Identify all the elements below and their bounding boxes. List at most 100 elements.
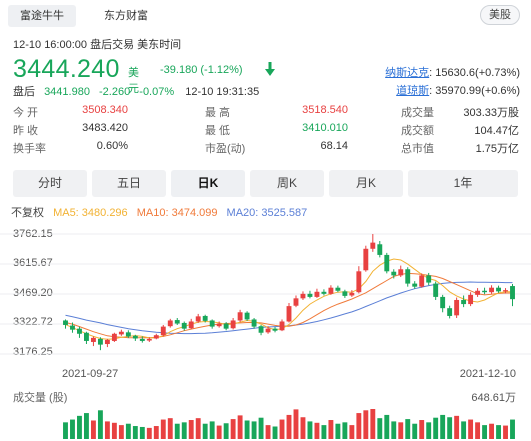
candle-body <box>146 338 152 341</box>
candle[interactable] <box>293 295 299 308</box>
candle[interactable] <box>118 329 124 336</box>
candle[interactable] <box>139 336 145 343</box>
candle[interactable] <box>202 314 208 323</box>
tab-weekly-k[interactable]: 周K <box>250 170 324 197</box>
tab-one-year[interactable]: 1年 <box>408 170 518 197</box>
period-tabs: 分时 五日 日K 周K 月K 1年 <box>13 170 518 197</box>
candle-body <box>433 283 439 297</box>
candle[interactable] <box>307 290 313 299</box>
last-price: 3444.240 <box>13 55 120 83</box>
tab-monthly-k[interactable]: 月K <box>329 170 403 197</box>
candle[interactable] <box>167 318 173 328</box>
candle[interactable] <box>363 245 369 272</box>
candle[interactable] <box>405 267 411 287</box>
candle[interactable] <box>104 338 110 348</box>
candle[interactable] <box>391 269 397 279</box>
candle[interactable] <box>70 322 75 333</box>
tab-intraday[interactable]: 分时 <box>13 170 87 197</box>
volume-bar <box>391 421 397 439</box>
candle[interactable] <box>265 326 271 334</box>
candle[interactable] <box>77 326 82 338</box>
volume-bar <box>475 422 481 439</box>
candle[interactable] <box>447 305 453 319</box>
candle[interactable] <box>223 322 229 331</box>
candle[interactable] <box>342 289 348 298</box>
candle[interactable] <box>496 285 501 293</box>
volume-bar <box>405 419 411 439</box>
candle[interactable] <box>328 285 334 295</box>
candlestick-chart[interactable] <box>0 222 531 366</box>
candle[interactable] <box>244 311 250 321</box>
candle[interactable] <box>132 334 138 341</box>
candle[interactable] <box>84 331 89 345</box>
stat-value: 1.75万亿 <box>475 143 519 155</box>
candle[interactable] <box>146 337 152 342</box>
tab-five-day[interactable]: 五日 <box>92 170 166 197</box>
candle[interactable] <box>286 303 292 323</box>
candle[interactable] <box>321 289 327 296</box>
candle[interactable] <box>356 266 362 294</box>
volume-bar <box>111 422 117 439</box>
market-us-button[interactable]: 美股 <box>480 5 520 25</box>
index-name[interactable]: 纳斯达克 <box>385 67 430 79</box>
candle[interactable] <box>174 318 180 325</box>
volume-bar <box>230 419 236 439</box>
candle[interactable] <box>468 292 474 307</box>
candle[interactable] <box>125 330 131 338</box>
volume-bar <box>433 417 439 439</box>
index-name[interactable]: 道琼斯 <box>396 85 430 97</box>
candle[interactable] <box>97 337 103 351</box>
tab-eastmoney[interactable]: 东方财富 <box>104 10 148 22</box>
volume-bar <box>384 414 390 439</box>
candle[interactable] <box>230 318 236 330</box>
candle[interactable] <box>335 285 341 293</box>
candle[interactable] <box>314 288 320 298</box>
index-dow[interactable]: 道琼斯: 35970.99(+0.6%) <box>396 82 520 98</box>
stat-value: 0.60% <box>96 140 128 152</box>
candle[interactable] <box>475 288 481 297</box>
candle[interactable] <box>279 319 285 332</box>
candle[interactable] <box>90 336 96 347</box>
candle[interactable] <box>160 324 166 337</box>
volume-bar <box>447 417 453 439</box>
candle[interactable] <box>258 324 264 336</box>
candle[interactable] <box>111 332 117 342</box>
stat-value: 3508.340 <box>82 104 128 116</box>
tab-futu[interactable]: 富途牛牛 <box>8 5 76 27</box>
candle[interactable] <box>419 273 425 288</box>
candle[interactable] <box>370 234 376 252</box>
adjust-mode[interactable]: 不复权 <box>11 207 44 219</box>
candle[interactable] <box>300 291 306 300</box>
candle[interactable] <box>412 281 418 289</box>
candle[interactable] <box>237 309 243 323</box>
candle[interactable] <box>384 252 390 274</box>
candle-body <box>321 291 327 294</box>
stat-value: 104.47亿 <box>474 125 519 137</box>
candle[interactable] <box>63 319 68 329</box>
candle[interactable] <box>377 240 383 258</box>
candle[interactable] <box>181 321 187 331</box>
candle[interactable] <box>433 281 439 300</box>
volume-bar <box>503 425 508 439</box>
candle[interactable] <box>272 327 278 333</box>
index-nasdaq[interactable]: 纳斯达克: 15630.6(+0.73%) <box>385 64 520 80</box>
candle[interactable] <box>153 333 159 340</box>
candle[interactable] <box>251 318 257 329</box>
candle[interactable] <box>195 313 201 323</box>
candle[interactable] <box>209 319 215 329</box>
candle[interactable] <box>489 285 494 294</box>
candle[interactable] <box>349 290 355 297</box>
tab-daily-k[interactable]: 日K <box>171 170 245 197</box>
candle[interactable] <box>440 294 446 313</box>
candle[interactable] <box>454 297 460 319</box>
volume-chart[interactable] <box>0 405 531 441</box>
stat-label: 成交额 <box>401 125 434 137</box>
candle[interactable] <box>461 295 467 308</box>
candle[interactable] <box>503 288 508 294</box>
candle[interactable] <box>398 265 404 278</box>
candle[interactable] <box>426 272 432 286</box>
candle[interactable] <box>482 287 488 295</box>
candle[interactable] <box>188 318 194 330</box>
candle[interactable] <box>216 321 222 328</box>
candle[interactable] <box>510 284 515 307</box>
